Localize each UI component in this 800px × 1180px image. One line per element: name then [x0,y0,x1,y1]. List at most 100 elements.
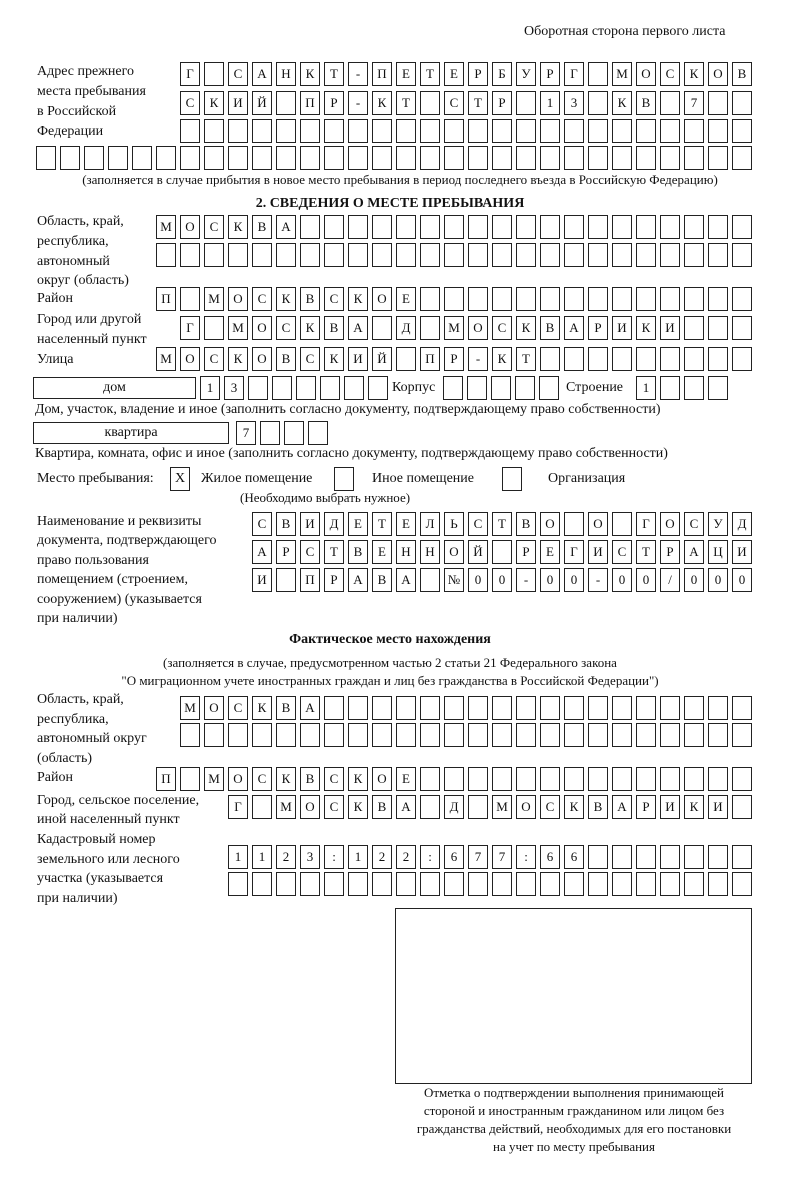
char-cell[interactable] [396,696,416,720]
char-cell[interactable] [684,696,704,720]
char-cell[interactable]: : [516,845,536,869]
char-cell[interactable] [108,146,128,170]
char-cell[interactable]: 6 [540,845,560,869]
char-cell[interactable] [588,62,608,86]
char-cell[interactable] [708,119,728,143]
char-cell[interactable]: О [540,512,560,536]
char-cell[interactable]: И [708,795,728,819]
char-cell[interactable] [372,243,392,267]
char-cell[interactable]: О [252,316,272,340]
char-cell[interactable] [276,872,296,896]
char-cell[interactable] [300,146,320,170]
char-cell[interactable] [420,243,440,267]
char-cell[interactable]: В [300,287,320,311]
char-cell[interactable] [732,215,752,239]
char-cell[interactable]: П [372,62,392,86]
char-cell[interactable]: С [444,91,464,115]
char-cell[interactable]: Р [444,347,464,371]
char-cell[interactable] [156,243,176,267]
char-cell[interactable]: 7 [236,421,256,445]
char-cell[interactable] [516,872,536,896]
char-cell[interactable] [420,872,440,896]
char-cell[interactable] [564,119,584,143]
char-cell[interactable]: К [564,795,584,819]
char-cell[interactable]: М [612,62,632,86]
char-cell[interactable] [684,287,704,311]
char-cell[interactable] [372,316,392,340]
char-cell[interactable]: 6 [444,845,464,869]
char-cell[interactable] [204,62,224,86]
char-cell[interactable]: В [636,91,656,115]
char-cell[interactable]: Р [660,540,680,564]
char-cell[interactable] [732,316,752,340]
char-cell[interactable]: С [684,512,704,536]
char-cell[interactable] [36,146,56,170]
char-cell[interactable] [348,872,368,896]
char-cell[interactable]: Е [396,512,416,536]
char-cell[interactable]: И [252,568,272,592]
char-cell[interactable] [132,146,152,170]
char-cell[interactable]: И [612,316,632,340]
char-cell[interactable]: И [660,795,680,819]
char-cell[interactable]: К [204,91,224,115]
char-cell[interactable] [344,376,364,400]
char-cell[interactable] [468,243,488,267]
char-cell[interactable] [732,696,752,720]
char-cell[interactable] [296,376,316,400]
char-cell[interactable] [420,568,440,592]
char-cell[interactable] [540,347,560,371]
char-cell[interactable] [324,872,344,896]
char-cell[interactable]: 6 [564,845,584,869]
char-cell[interactable] [276,146,296,170]
char-cell[interactable] [684,723,704,747]
char-cell[interactable] [732,872,752,896]
char-cell[interactable] [564,146,584,170]
char-cell[interactable] [180,287,200,311]
char-cell[interactable] [348,215,368,239]
char-cell[interactable] [612,767,632,791]
char-cell[interactable] [684,146,704,170]
char-cell[interactable]: С [276,316,296,340]
char-cell[interactable] [492,872,512,896]
char-cell[interactable] [308,421,328,445]
char-cell[interactable] [540,767,560,791]
char-cell[interactable] [588,845,608,869]
char-cell[interactable] [539,376,559,400]
char-cell[interactable]: Г [636,512,656,536]
char-cell[interactable] [588,146,608,170]
char-cell[interactable] [156,146,176,170]
stay-option-other-checkbox[interactable] [334,467,354,491]
char-cell[interactable] [324,215,344,239]
char-cell[interactable] [491,376,511,400]
char-cell[interactable]: Й [468,540,488,564]
char-cell[interactable]: С [204,347,224,371]
char-cell[interactable]: 1 [348,845,368,869]
char-cell[interactable] [467,376,487,400]
char-cell[interactable]: М [204,767,224,791]
char-cell[interactable]: С [468,512,488,536]
char-cell[interactable]: 7 [684,91,704,115]
char-cell[interactable]: Р [276,540,296,564]
char-cell[interactable] [732,767,752,791]
char-cell[interactable]: В [300,767,320,791]
char-cell[interactable] [660,243,680,267]
char-cell[interactable] [660,119,680,143]
char-cell[interactable]: С [252,512,272,536]
char-cell[interactable] [300,215,320,239]
char-cell[interactable]: 0 [612,568,632,592]
char-cell[interactable]: Р [540,62,560,86]
char-cell[interactable] [252,119,272,143]
char-cell[interactable]: О [180,215,200,239]
char-cell[interactable]: Н [276,62,296,86]
char-cell[interactable]: В [276,696,296,720]
char-cell[interactable]: С [300,347,320,371]
char-cell[interactable]: 3 [224,376,244,400]
char-cell[interactable]: 0 [732,568,752,592]
char-cell[interactable]: В [372,568,392,592]
char-cell[interactable] [684,347,704,371]
char-cell[interactable] [204,243,224,267]
char-cell[interactable] [228,243,248,267]
char-cell[interactable]: Т [636,540,656,564]
char-cell[interactable] [372,215,392,239]
char-cell[interactable]: К [636,316,656,340]
